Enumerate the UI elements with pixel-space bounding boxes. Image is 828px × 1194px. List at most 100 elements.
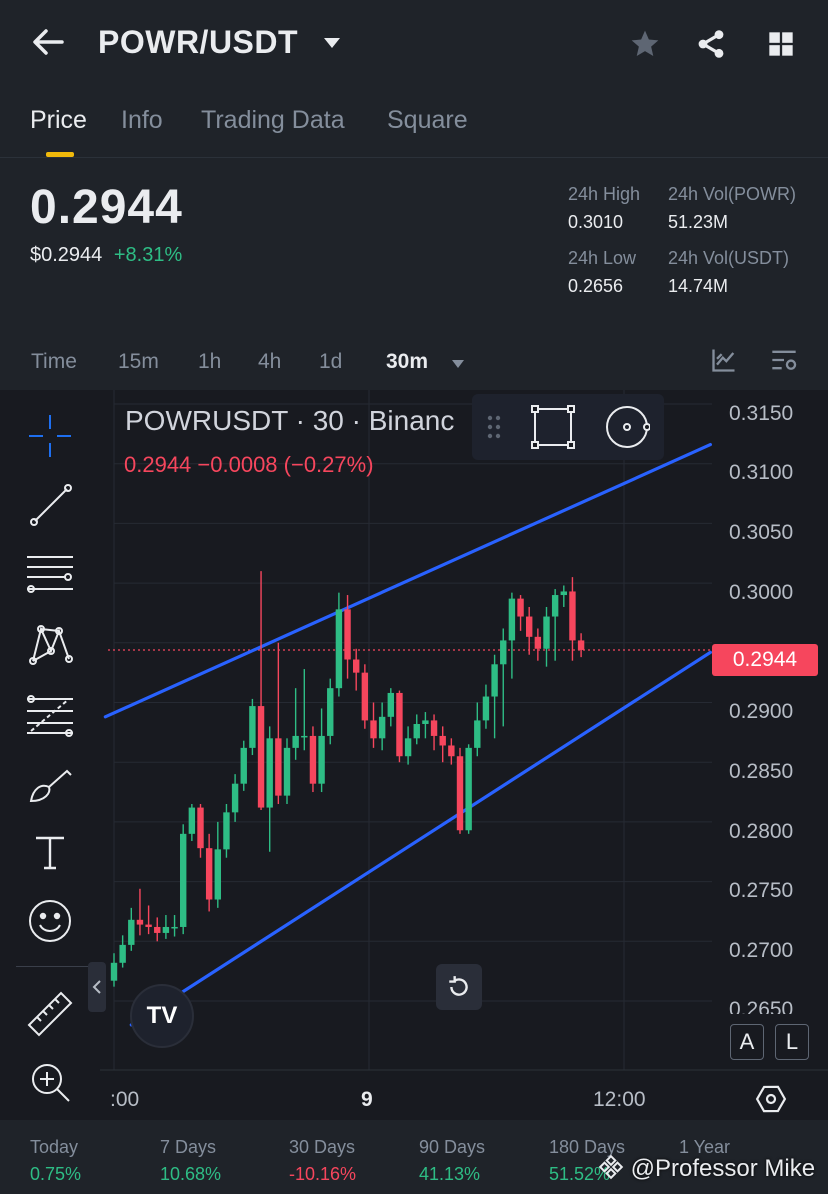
candle-body — [448, 745, 455, 757]
auto-scale-button[interactable]: A — [730, 1024, 764, 1060]
back-arrow-icon — [33, 29, 64, 55]
star-icon — [631, 30, 659, 56]
candle-body — [482, 696, 490, 721]
interval-dropdown-icon[interactable] — [451, 356, 465, 374]
candle-body — [526, 616, 533, 637]
candle-body — [257, 706, 265, 808]
usd-price: $0.2944 — [30, 244, 103, 266]
watermark: @Professor Mike — [598, 1154, 815, 1183]
brush-icon — [29, 769, 72, 803]
price-change: +8.31% — [113, 244, 183, 266]
drag-handle-icon[interactable] — [472, 413, 516, 441]
share-button[interactable] — [690, 24, 732, 64]
low-value: 0.2656 — [568, 276, 624, 296]
candle-body — [404, 738, 412, 757]
interval-15m[interactable]: 15m — [118, 350, 159, 373]
chart-settings-gear[interactable] — [754, 1082, 788, 1121]
fib-tool[interactable] — [24, 688, 76, 740]
candle-body — [396, 692, 403, 757]
binance-logo-icon — [598, 1154, 624, 1180]
brush-tool[interactable] — [24, 758, 76, 810]
share-icon — [698, 30, 724, 58]
candle-body — [249, 706, 256, 748]
interval-4h[interactable]: 4h — [258, 350, 282, 373]
candlestick-chart[interactable] — [0, 390, 828, 1120]
collapse-toolbar-button[interactable] — [88, 962, 106, 1012]
interval-30m[interactable]: 30m — [386, 350, 429, 373]
perf-label: 1 Year — [679, 1137, 731, 1157]
chart-settings-icon[interactable] — [770, 346, 798, 379]
ruler-icon — [27, 991, 73, 1037]
text-tool[interactable] — [24, 826, 76, 878]
price-sub: $0.2944 +8.31% — [30, 244, 182, 267]
perf-label: 90 Days — [419, 1137, 486, 1157]
trendline-tool[interactable] — [24, 478, 76, 530]
candle-body — [422, 720, 429, 724]
chart-area[interactable] — [0, 390, 828, 1120]
candle-body — [543, 616, 550, 649]
candle-body — [318, 735, 325, 784]
y-tick: 0.2850 — [729, 760, 794, 783]
emoji-tool[interactable] — [24, 895, 76, 947]
candle-body — [551, 595, 559, 617]
candle-body — [500, 640, 507, 665]
candle-body — [205, 848, 213, 900]
interval-time[interactable]: Time — [31, 350, 77, 373]
tab-square[interactable]: Square — [387, 106, 468, 134]
tab-info[interactable]: Info — [121, 106, 163, 134]
candle-body — [266, 738, 273, 808]
candle-body — [474, 720, 481, 748]
caret-down-icon[interactable] — [323, 36, 341, 54]
candle-body — [171, 926, 178, 929]
reset-chart-button[interactable] — [436, 964, 482, 1010]
interval-1h[interactable]: 1h — [198, 350, 222, 373]
vol-usdt-value: 14.74M — [668, 276, 729, 296]
text-icon — [36, 836, 64, 870]
log-scale-button[interactable]: L — [775, 1024, 809, 1060]
zoom-tool[interactable] — [24, 1056, 76, 1108]
parallel-lines-tool[interactable] — [24, 548, 76, 600]
smiley-icon — [29, 900, 71, 942]
y-tick: 0.2750 — [729, 879, 794, 902]
y-tick: 0.2650 — [729, 998, 794, 1014]
tab-price[interactable]: Price — [30, 106, 87, 134]
candle-body — [335, 609, 343, 689]
pattern-tool[interactable] — [24, 618, 76, 670]
pair-selector[interactable]: POWR/USDT — [98, 24, 298, 61]
indicator-icon[interactable] — [710, 346, 738, 379]
trendline-icon — [30, 484, 72, 526]
candle-body — [353, 659, 360, 673]
tab-trading-data[interactable]: Trading Data — [201, 106, 345, 134]
perf-value: 41.13% — [419, 1164, 481, 1184]
crosshair-tool[interactable] — [24, 410, 76, 462]
candle-body — [110, 962, 118, 981]
candle-body — [231, 783, 239, 813]
y-tick: 0.3050 — [729, 521, 794, 544]
candle-body — [569, 591, 576, 641]
x-tick: :00 — [110, 1088, 140, 1111]
perf-value: 10.68% — [160, 1164, 222, 1184]
zoom-in-icon — [32, 1064, 70, 1102]
object-settings-button[interactable] — [590, 404, 664, 450]
interval-1d[interactable]: 1d — [319, 350, 343, 373]
current-price-tag: 0.2944 — [712, 644, 818, 676]
drawing-toolbar — [0, 390, 100, 1120]
channel-line-upper — [103, 442, 713, 719]
candle-body — [119, 944, 126, 963]
rectangle-select-icon — [531, 405, 575, 449]
candle-body — [240, 747, 247, 784]
back-button[interactable] — [26, 24, 70, 60]
measure-tool[interactable] — [24, 988, 76, 1040]
divider — [0, 157, 828, 158]
grid-menu-button[interactable] — [760, 24, 802, 64]
candle-body — [128, 919, 135, 945]
select-rectangle-button[interactable] — [516, 404, 590, 450]
y-tick: 0.2700 — [729, 939, 794, 962]
crosshair-icon — [29, 415, 71, 457]
vol-powr-label: 24h Vol(POWR) — [668, 184, 797, 204]
favorite-button[interactable] — [624, 24, 666, 64]
candle-body — [577, 640, 585, 650]
y-tick: 0.2900 — [729, 700, 794, 723]
low-label: 24h Low — [568, 248, 637, 268]
candle-body — [197, 807, 204, 849]
